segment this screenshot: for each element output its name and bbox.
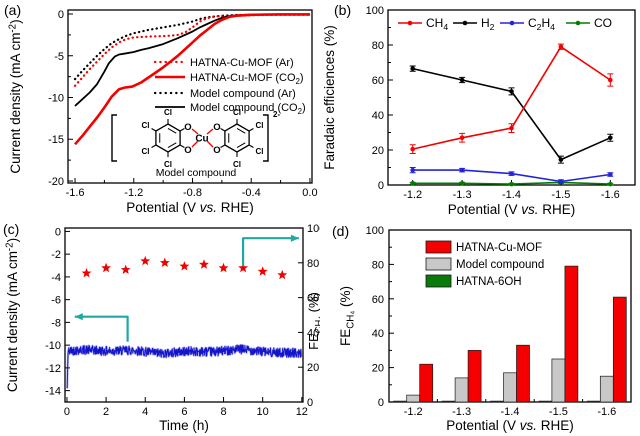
svg-text:8: 8 (220, 406, 226, 418)
svg-text:O: O (213, 122, 220, 133)
svg-text:HATNA-Cu-MOF (CO2): HATNA-Cu-MOF (CO2) (190, 72, 304, 86)
svg-text:Current density (mA cm-2): Current density (mA cm-2) (7, 19, 23, 173)
svg-text:0: 0 (55, 226, 61, 238)
svg-text:40: 40 (372, 110, 384, 122)
svg-text:Faradaic efficiences (%): Faradaic efficiences (%) (322, 25, 337, 170)
svg-text:60: 60 (372, 75, 384, 87)
svg-text:40: 40 (307, 327, 319, 339)
svg-text:-15: -15 (48, 134, 64, 146)
svg-text:-0.8: -0.8 (183, 187, 202, 199)
svg-text:-8: -8 (51, 317, 61, 329)
svg-text:-12: -12 (45, 363, 61, 375)
svg-text:FECH₄ (%): FECH₄ (%) (338, 286, 357, 346)
svg-text:Cl: Cl (256, 121, 264, 130)
panel-a-label: (a) (4, 2, 22, 18)
svg-text:-1.2: -1.2 (403, 189, 422, 201)
svg-text:60: 60 (372, 294, 384, 306)
svg-text:-0.4: -0.4 (242, 187, 261, 199)
svg-text:0: 0 (64, 406, 70, 418)
panel-a-lsv-chart: -1.6 -1.2 -0.8 -0.4 0.0 0 -5 -10 -15 -20 Potential… (7, 9, 317, 215)
svg-text:FECH₄ (%): FECH₄ (%) (306, 292, 320, 350)
svg-text:Potential (V vs. RHE): Potential (V vs. RHE) (448, 202, 576, 217)
svg-text:HATNA-6OH: HATNA-6OH (456, 276, 522, 288)
svg-text:4: 4 (142, 406, 148, 418)
svg-text:O: O (184, 122, 191, 133)
svg-text:100: 100 (366, 225, 384, 237)
svg-text:-1.6: -1.6 (601, 189, 620, 201)
svg-text:C2H4: C2H4 (528, 16, 555, 32)
svg-text:0: 0 (378, 180, 384, 192)
svg-text:Cl: Cl (164, 160, 172, 169)
svg-text:-1.5: -1.5 (549, 406, 568, 418)
svg-text:-10: -10 (48, 93, 64, 105)
svg-text:80: 80 (372, 259, 384, 271)
svg-text:Cl: Cl (141, 147, 149, 156)
svg-text:HATNA-Cu-MOF: HATNA-Cu-MOF (456, 242, 542, 254)
svg-text:-1.5: -1.5 (551, 189, 570, 201)
svg-text:-2: -2 (51, 249, 61, 261)
svg-text:-10: -10 (45, 340, 61, 352)
panel-c-label: (c) (3, 221, 20, 237)
svg-text:Time (h): Time (h) (159, 418, 209, 433)
svg-text:-5: -5 (54, 51, 64, 63)
svg-text:-1.2: -1.2 (124, 187, 143, 199)
svg-text:12: 12 (296, 406, 308, 418)
svg-text:80: 80 (372, 40, 384, 52)
panel-d-label: (d) (332, 223, 350, 239)
panel-c-stability-chart: 0246810120-2-4-6-8-10-12-14020406080100T… (4, 223, 320, 433)
svg-text:100: 100 (366, 5, 384, 17)
svg-text:2: 2 (103, 406, 109, 418)
svg-text:Model compound (Ar): Model compound (Ar) (190, 88, 296, 100)
svg-text:0.0: 0.0 (302, 187, 317, 199)
svg-text:Model compound (CO2): Model compound (CO2) (190, 102, 306, 116)
svg-text:Potential (V vs. RHE): Potential (V vs. RHE) (126, 200, 254, 215)
svg-text:-20: -20 (48, 176, 64, 188)
svg-text:40: 40 (372, 328, 384, 340)
svg-text:Cu: Cu (195, 134, 208, 145)
svg-text:100: 100 (307, 223, 320, 235)
svg-text:Cl: Cl (141, 121, 149, 130)
svg-text:Potential (V vs. RHE): Potential (V vs. RHE) (446, 418, 574, 433)
svg-text:-6: -6 (51, 295, 61, 307)
svg-text:0: 0 (307, 397, 313, 409)
panel-d-fech4-bar-chart: -1.2 -1.3 -1.4 -1.5 -1.6 0 20 40 60 80 100 Potentia… (338, 225, 632, 433)
svg-text:-1.6: -1.6 (597, 406, 616, 418)
svg-text:20: 20 (372, 145, 384, 157)
svg-text:-1.6: -1.6 (66, 187, 85, 199)
svg-text:-1.3: -1.3 (452, 406, 471, 418)
svg-text:10: 10 (257, 406, 269, 418)
svg-text:Cl: Cl (256, 147, 264, 156)
svg-text:-1.4: -1.4 (501, 406, 520, 418)
svg-text:80: 80 (307, 258, 319, 270)
svg-text:0: 0 (58, 9, 64, 21)
svg-text:HATNA-Cu-MOF (Ar): HATNA-Cu-MOF (Ar) (190, 57, 294, 69)
svg-text:60: 60 (307, 293, 319, 305)
panel-b-label: (b) (334, 2, 352, 18)
svg-text:Model compound: Model compound (456, 259, 544, 271)
svg-text:2-: 2- (273, 110, 280, 119)
svg-text:Cl: Cl (233, 160, 241, 169)
svg-text:-1.3: -1.3 (453, 189, 472, 201)
svg-text:CO: CO (594, 16, 612, 30)
svg-text:Current density (mA cm-2): Current density (mA cm-2) (4, 238, 20, 392)
svg-text:20: 20 (307, 362, 319, 374)
svg-text:20: 20 (372, 363, 384, 375)
svg-text:Cl: Cl (233, 108, 241, 117)
svg-text:Model compound: Model compound (156, 167, 237, 179)
svg-text:CH4: CH4 (426, 16, 448, 32)
svg-text:-14: -14 (45, 386, 61, 398)
svg-text:O: O (184, 145, 191, 156)
svg-text:-4: -4 (51, 272, 61, 284)
svg-text:Cl: Cl (164, 108, 172, 117)
svg-text:0: 0 (378, 397, 384, 409)
panel-b-faradaic-efficiency-chart: -1.2 -1.3 -1.4 -1.5 -1.6 0 20 40 60 80 100 Potentia… (322, 5, 636, 217)
svg-text:O: O (213, 145, 220, 156)
svg-text:6: 6 (181, 406, 187, 418)
svg-text:-1.4: -1.4 (502, 189, 521, 201)
svg-text:-1.2: -1.2 (404, 406, 423, 418)
svg-text:H2: H2 (481, 16, 495, 32)
